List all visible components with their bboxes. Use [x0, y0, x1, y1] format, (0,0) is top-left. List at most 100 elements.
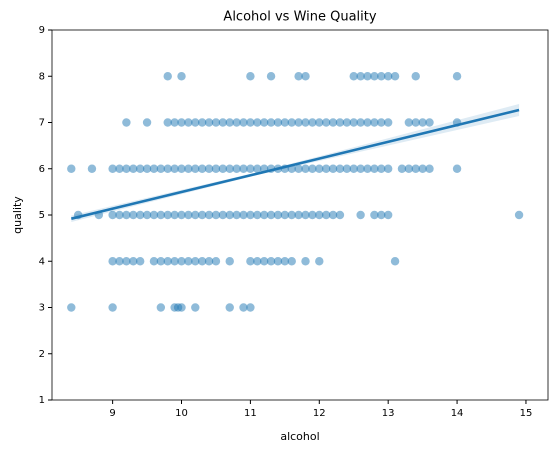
point: [253, 257, 262, 266]
point: [232, 118, 241, 127]
point: [218, 164, 228, 173]
point: [177, 164, 186, 173]
point: [129, 210, 138, 220]
point: [425, 164, 434, 173]
point: [211, 210, 221, 220]
point: [129, 257, 138, 266]
point: [122, 210, 131, 220]
point: [197, 118, 207, 127]
point: [177, 257, 186, 266]
point: [321, 210, 331, 220]
point: [259, 118, 269, 127]
point: [204, 210, 214, 220]
point: [108, 257, 117, 266]
point: [294, 72, 303, 81]
point: [328, 164, 338, 173]
point: [170, 257, 179, 266]
point: [349, 72, 358, 81]
point: [397, 164, 407, 173]
point: [294, 118, 303, 127]
point: [225, 164, 234, 173]
point: [115, 257, 124, 266]
point: [411, 72, 420, 81]
point: [418, 118, 427, 127]
x-tick-label: 13: [382, 408, 395, 419]
point: [363, 72, 372, 81]
point: [115, 164, 124, 173]
point: [184, 257, 193, 266]
point: [177, 72, 186, 81]
point: [163, 257, 172, 266]
point: [335, 118, 345, 127]
point: [142, 118, 152, 127]
point: [191, 257, 200, 266]
point: [418, 164, 427, 173]
point: [370, 72, 379, 81]
point: [197, 257, 207, 266]
point: [239, 210, 248, 220]
point: [370, 210, 379, 220]
point: [225, 257, 234, 266]
point: [108, 164, 117, 173]
point: [411, 118, 420, 127]
point: [315, 118, 324, 127]
x-tick-label: 11: [244, 408, 257, 419]
point: [259, 257, 269, 266]
point: [149, 257, 159, 266]
point: [301, 72, 310, 81]
point: [356, 118, 365, 127]
point: [356, 72, 365, 81]
point: [170, 164, 179, 173]
axes-frame: [51, 29, 549, 401]
point: [266, 118, 276, 127]
point: [335, 164, 345, 173]
point: [211, 257, 221, 266]
point: [177, 303, 186, 312]
point: [170, 210, 179, 220]
point: [122, 164, 131, 173]
point: [349, 118, 358, 127]
point: [356, 210, 365, 220]
point: [177, 118, 186, 127]
point: [273, 210, 283, 220]
point: [246, 118, 255, 127]
y-tick-label: 1: [39, 395, 45, 406]
point: [273, 118, 283, 127]
point: [383, 72, 393, 81]
point: [163, 72, 172, 81]
point: [308, 164, 317, 173]
x-tick-label: 10: [175, 408, 188, 419]
point: [135, 210, 145, 220]
point: [301, 257, 310, 266]
point: [184, 164, 193, 173]
point: [204, 164, 214, 173]
point: [287, 118, 296, 127]
point: [321, 118, 331, 127]
point: [342, 164, 352, 173]
point: [156, 303, 166, 312]
point: [246, 164, 255, 173]
point: [191, 210, 200, 220]
point: [308, 210, 317, 220]
x-tick-label: 15: [520, 408, 533, 419]
point: [191, 164, 200, 173]
point: [253, 210, 262, 220]
point: [287, 257, 296, 266]
point: [87, 164, 97, 173]
point: [390, 257, 400, 266]
point: [232, 164, 241, 173]
point: [163, 164, 172, 173]
x-tick-label: 14: [451, 408, 464, 419]
point: [163, 118, 172, 127]
point: [239, 118, 248, 127]
point: [301, 118, 310, 127]
point: [204, 118, 214, 127]
point: [67, 164, 76, 173]
point: [197, 210, 207, 220]
point: [370, 164, 379, 173]
x-axis-label: alcohol: [280, 430, 319, 443]
point: [377, 210, 386, 220]
point: [280, 257, 290, 266]
point: [287, 210, 296, 220]
